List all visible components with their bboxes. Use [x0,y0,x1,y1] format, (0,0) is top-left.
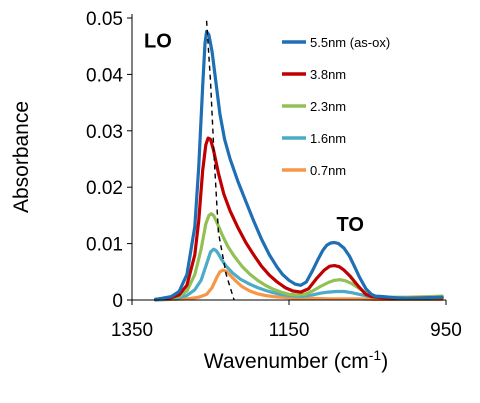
legend-label: 1.6nm [310,131,346,146]
legend: 5.5nm (as-ox) 3.8nm 2.3nm 1.6nm 0.7nm [282,35,390,178]
x-tick-label: 1350 [111,320,153,341]
legend-label: 3.8nm [310,67,346,82]
y-tick-label: 0.04 [86,65,123,86]
x-tick-label: 950 [430,320,462,341]
y-tick-label: 0 [112,291,123,312]
y-tick-label: 0.02 [86,178,123,199]
series-line-5-5nm-as-ox- [154,29,444,301]
x-axis-title-superscript: -1 [369,347,382,363]
y-tick-label: 0.03 [86,122,123,143]
annotation-lo: LO [144,30,172,52]
legend-label: 2.3nm [310,99,346,114]
legend-label: 0.7nm [310,163,346,178]
series-line-1-6nm [154,247,444,302]
series-line-0-7nm [154,268,444,302]
y-axis-title: Absorbance [10,101,33,213]
y-tick-label: 0.05 [86,9,123,30]
x-tick-label: 1150 [269,320,310,341]
series-line-3-8nm [154,136,444,301]
annotation-to: TO [337,214,364,236]
x-axis-title: Wavenumber (cm-1) [204,347,388,373]
y-tick-label: 0.01 [86,235,123,256]
legend-label: 5.5nm (as-ox) [310,35,390,50]
